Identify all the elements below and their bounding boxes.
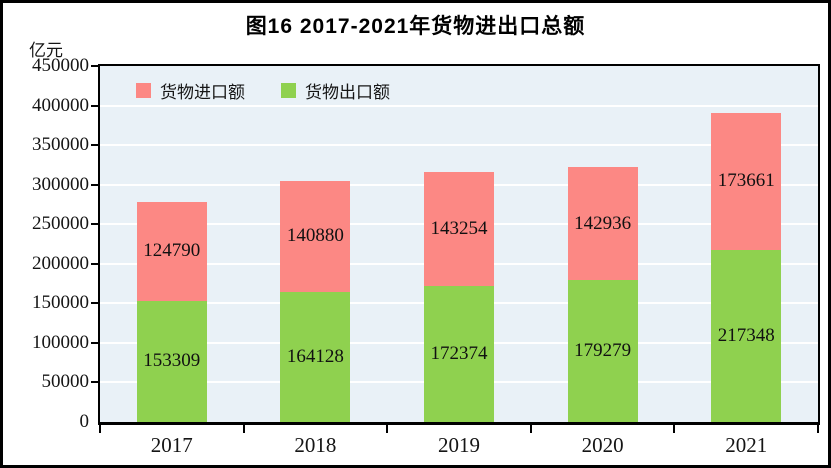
import-segment: 142936 xyxy=(567,167,638,281)
export-segment: 179279 xyxy=(567,280,638,422)
export-segment: 172374 xyxy=(424,285,494,422)
import-segment: 140880 xyxy=(280,180,351,293)
y-axis-tick xyxy=(91,381,98,384)
x-axis-tick xyxy=(673,425,676,433)
y-axis-tick-label: 50000 xyxy=(41,371,90,393)
legend-label: 货物出口额 xyxy=(305,83,390,102)
x-axis-tick xyxy=(817,425,819,433)
y-axis-tick xyxy=(91,183,98,186)
y-axis-tick-label: 150000 xyxy=(32,292,89,314)
y-axis-unit-label: 亿元 xyxy=(29,41,63,60)
export-segment: 153309 xyxy=(136,300,207,422)
import-segment: 173661 xyxy=(711,112,782,251)
chart-title: 图16 2017-2021年货物进出口总额 xyxy=(245,15,586,38)
x-axis-label: 2020 xyxy=(581,433,624,457)
x-axis-tick xyxy=(242,425,245,433)
y-axis-tick-label: 300000 xyxy=(32,173,89,195)
y-axis-tick xyxy=(91,341,98,344)
import-segment: 124790 xyxy=(136,201,207,301)
y-axis-tick-label: 250000 xyxy=(32,213,89,235)
y-axis-tick xyxy=(91,262,98,265)
x-axis-label: 2021 xyxy=(725,433,768,457)
legend-label: 货物进口额 xyxy=(160,83,245,102)
stacked-bar-2021: 173661 217348 xyxy=(711,112,782,422)
y-axis-tick xyxy=(91,302,98,305)
y-axis-tick-label: 100000 xyxy=(32,331,89,353)
x-axis-tick xyxy=(99,425,101,433)
stacked-bar-2017: 124790 153309 xyxy=(136,201,207,422)
legend-item: 货物出口额 xyxy=(281,78,390,103)
legend-item: 货物进口额 xyxy=(136,78,245,103)
import-segment: 143254 xyxy=(424,172,494,286)
legend-swatch-icon xyxy=(281,83,296,98)
x-axis-tick xyxy=(529,425,532,433)
gridline xyxy=(100,104,818,107)
stacked-bar-2018: 140880 164128 xyxy=(280,180,351,422)
y-axis-tick xyxy=(91,144,98,147)
y-axis-tick xyxy=(91,104,98,107)
stacked-bar-2019: 143254 172374 xyxy=(424,172,494,422)
gridline xyxy=(100,144,818,147)
y-axis-tick-label: 350000 xyxy=(32,134,89,156)
export-segment: 164128 xyxy=(280,292,351,422)
legend: 货物进口额 货物出口额 xyxy=(136,78,390,103)
y-axis-tick xyxy=(91,65,98,67)
stacked-bar-2020: 142936 179279 xyxy=(567,167,638,422)
x-axis-label: 2019 xyxy=(438,433,480,457)
x-axis-tick xyxy=(386,425,389,433)
y-axis-tick xyxy=(91,223,98,226)
y-axis-tick-label: 200000 xyxy=(32,252,89,274)
x-axis-label: 2018 xyxy=(294,433,337,457)
y-axis-tick-label: 0 xyxy=(79,411,90,432)
x-axis-label: 2017 xyxy=(150,433,193,457)
y-axis-tick-label: 400000 xyxy=(32,94,89,116)
export-segment: 217348 xyxy=(711,250,782,422)
legend-swatch-icon xyxy=(136,83,151,98)
y-axis-tick-label: 450000 xyxy=(32,55,89,76)
